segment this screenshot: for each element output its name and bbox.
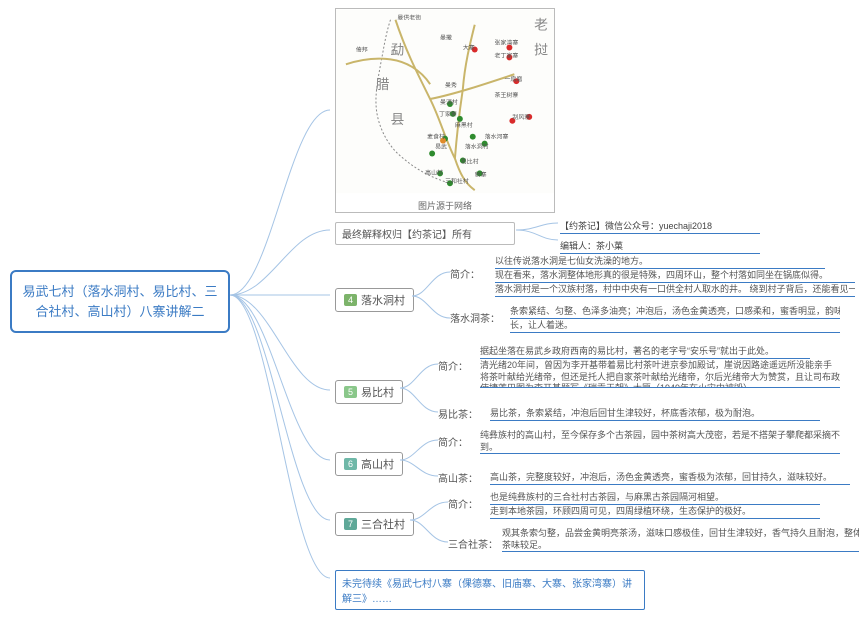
village-num-7: 7 bbox=[344, 518, 357, 530]
v5-tea-0: 易比茶，条索紧结，冲泡后回甘生津较好，杯底香浓郁，极为耐泡。 bbox=[490, 406, 820, 421]
village-name-6: 高山村 bbox=[361, 456, 394, 472]
v5-intro-1: 清光绪20年间，曾因为李开基带着易比村茶叶进京参加殿试，崖说因路途遥远所没能亲手… bbox=[480, 360, 840, 388]
svg-text:曼撒: 曼撒 bbox=[440, 34, 452, 42]
svg-text:丁家寨: 丁家寨 bbox=[439, 110, 457, 118]
attribution-lines: 【约茶记】微信公众号：yuechaji2018 编辑人：茶小菓 bbox=[560, 218, 760, 258]
village-node-6: 6 高山村 bbox=[335, 452, 403, 476]
village-node-5: 5 易比村 bbox=[335, 380, 403, 404]
svg-text:刮风寨: 刮风寨 bbox=[512, 113, 530, 121]
map-svg: 勐 腊 县 老 挝 曼供老街倚邦曼撒大寨张家湾寨老丁家寨一扇磨曼秀茶王树寨曼洒村… bbox=[336, 9, 554, 194]
v7-intro-0: 也是纯彝族村的三合社村古茶园，与麻黑古茶园隔河相望。 bbox=[490, 490, 820, 505]
v4-tea-1: 长，让人着迷。 bbox=[510, 318, 840, 333]
svg-text:三和社村: 三和社村 bbox=[445, 177, 469, 185]
village-name-4: 落水洞村 bbox=[361, 292, 405, 308]
attribution-box: 最终解释权归【约茶记】所有 bbox=[335, 222, 515, 245]
svg-text:麦食村: 麦食村 bbox=[427, 133, 445, 141]
svg-text:曼供老街: 曼供老街 bbox=[397, 14, 421, 22]
v4-fan bbox=[412, 260, 452, 330]
svg-text:茶王树寨: 茶王树寨 bbox=[495, 91, 519, 99]
village-name-7: 三合社村 bbox=[361, 516, 405, 532]
v6-intro-label: 简介： bbox=[438, 434, 468, 449]
v6-intro-0: 纯彝族村的高山村，至今保存多个古茶园，园中茶树高大茂密，若是不搭架子攀爬都采摘不… bbox=[480, 430, 840, 454]
svg-text:曼洒村: 曼洒村 bbox=[440, 98, 458, 106]
svg-text:曼秀: 曼秀 bbox=[445, 81, 457, 89]
v6-tea-0: 高山茶，完整度较好，冲泡后，汤色金黄透亮，蜜香极为浓郁，回甘持久，滋味较好。 bbox=[490, 470, 850, 485]
v7-tea-0: 观其条索匀整，品尝金黄明亮茶汤，滋味口感极佳，回甘生津较好，香气持久且耐泡，整体… bbox=[502, 528, 859, 552]
map-caption: 图片源于网络 bbox=[336, 197, 554, 214]
attr-line-1: 【约茶记】微信公众号：yuechaji2018 bbox=[560, 218, 760, 234]
v6-tea-label: 高山茶： bbox=[438, 470, 478, 485]
v5-intro-0: 据起坐落在易武乡政府西南的易比村，著名的老字号“安乐号”就出于此处。 bbox=[480, 344, 810, 359]
svg-text:麻黑村: 麻黑村 bbox=[455, 121, 473, 129]
v7-intro-label: 简介： bbox=[448, 496, 478, 511]
svg-text:高山村: 高山村 bbox=[425, 168, 443, 176]
village-node-4: 4 落水洞村 bbox=[335, 288, 414, 312]
svg-text:易武: 易武 bbox=[435, 143, 447, 151]
village-name-5: 易比村 bbox=[361, 384, 394, 400]
v4-intro-label: 简介： bbox=[450, 266, 480, 281]
svg-text:大寨: 大寨 bbox=[463, 43, 475, 51]
village-num-5: 5 bbox=[344, 386, 357, 398]
v4-intro-0: 以往传说落水洞是七仙女洗澡的地方。 bbox=[495, 254, 825, 269]
v7-intro-1: 走到本地茶园，环顾四周可见，四周绿植环绕，生态保护的极好。 bbox=[490, 504, 820, 519]
v4-tea-0: 条索紧结、匀整、色泽多油亮；冲泡后，汤色金黄透亮，口感柔和，蜜香明显，韵味悠 bbox=[510, 304, 840, 319]
attr-line-2: 编辑人：茶小菓 bbox=[560, 238, 760, 254]
v7-tea-label: 三合社茶： bbox=[448, 536, 498, 551]
v4-intro-1: 现在看来，落水洞整体地形真的很是特殊，四周环山，整个村落如同坐在锅底似得。 bbox=[495, 268, 855, 283]
root-title: 易武七村（落水洞村、易比村、三合社村、高山村）八寨讲解二 bbox=[10, 270, 230, 333]
attr-connector bbox=[516, 220, 561, 250]
village-num-6: 6 bbox=[344, 458, 357, 470]
svg-text:易比村: 易比村 bbox=[461, 157, 479, 165]
v5-tea-label: 易比茶： bbox=[438, 406, 478, 421]
svg-text:勐: 勐 bbox=[391, 41, 405, 57]
v7-fan bbox=[410, 492, 450, 552]
svg-text:老丁家寨: 老丁家寨 bbox=[495, 51, 519, 59]
svg-text:张家湾寨: 张家湾寨 bbox=[495, 39, 519, 47]
main-connector-fan bbox=[230, 100, 340, 580]
v5-intro-label: 简介： bbox=[438, 358, 468, 373]
village-node-7: 7 三合社村 bbox=[335, 512, 414, 536]
v5-fan bbox=[400, 352, 440, 422]
svg-text:落水河寨: 落水河寨 bbox=[485, 133, 509, 141]
village-num-4: 4 bbox=[344, 294, 357, 306]
map-container: 勐 腊 县 老 挝 曼供老街倚邦曼撒大寨张家湾寨老丁家寨一扇磨曼秀茶王树寨曼洒村… bbox=[335, 8, 555, 213]
svg-text:县: 县 bbox=[391, 111, 405, 127]
v4-tea-label: 落水洞茶： bbox=[450, 310, 500, 325]
end-note: 未完待续《易武七村八寨（倮德寨、旧庙寨、大寨、张家湾寨）讲解三》…… bbox=[335, 570, 645, 610]
svg-text:老: 老 bbox=[534, 17, 548, 33]
svg-text:落水洞村: 落水洞村 bbox=[465, 143, 489, 151]
svg-text:挝: 挝 bbox=[534, 41, 548, 57]
v4-intro-2: 落水洞村是一个汉族村落，村中中央有一口供全村人取水的井。 绕到村子背后，还能看见… bbox=[495, 282, 855, 297]
svg-text:新寨: 新寨 bbox=[475, 170, 487, 178]
svg-text:一扇磨: 一扇磨 bbox=[504, 75, 522, 83]
v6-fan bbox=[400, 434, 440, 484]
svg-text:倚邦: 倚邦 bbox=[356, 45, 368, 53]
